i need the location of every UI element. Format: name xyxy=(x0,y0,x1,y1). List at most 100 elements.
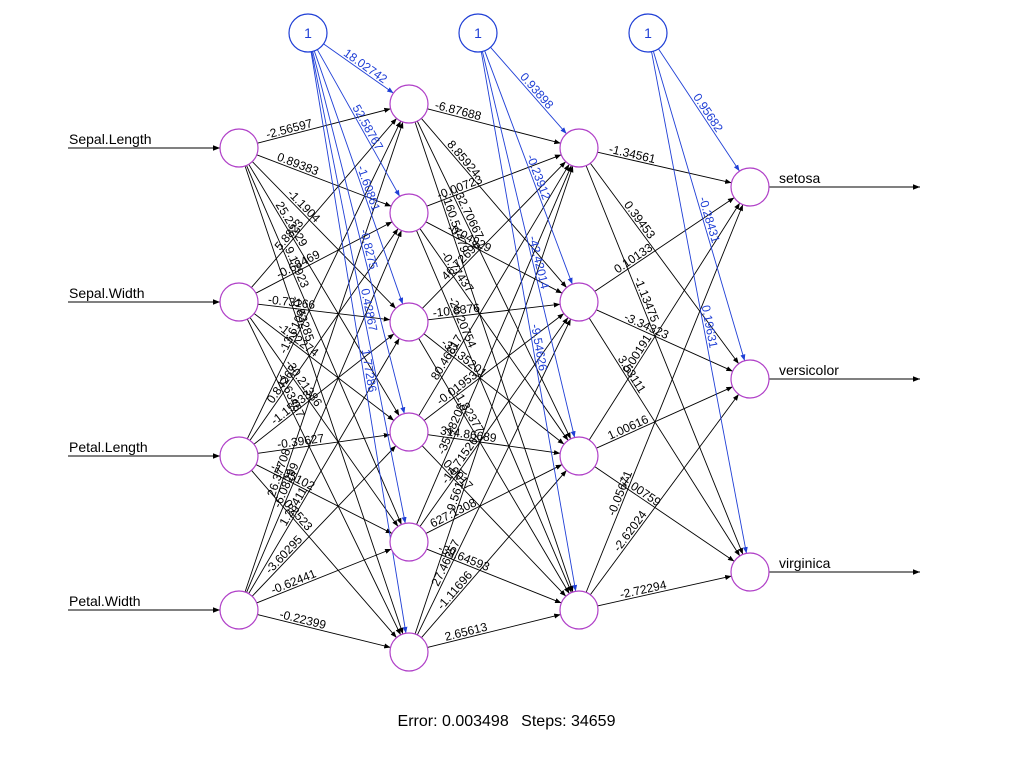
edge-h1n3-h2n2-line xyxy=(427,302,561,321)
edge-bias1-h1n5-weight-label: 0.42867 xyxy=(358,287,380,333)
edge-input4-h1n3-line xyxy=(248,338,400,594)
edge-h2n1-out1-line xyxy=(597,151,732,184)
edge-h1n6-h2n2-line xyxy=(416,318,572,636)
edge-h1n1-h2n2-line xyxy=(421,118,567,288)
edge-input4-h1n1-line xyxy=(244,121,404,593)
hidden1-node-3 xyxy=(389,302,429,342)
training-summary: Error: 0.003498 Steps: 34659 xyxy=(0,713,1013,731)
edge-bias3-out3-weight-label: 0.19631 xyxy=(699,304,721,350)
edge-h1n4-h2n4-line xyxy=(421,445,567,597)
hidden2-node-4 xyxy=(559,590,599,630)
edge-h1n1-h2n1-weight-label: -6.87688 xyxy=(434,98,484,124)
edge-bias2-h2n1-line xyxy=(490,46,567,135)
edge-input3-h1n3-line xyxy=(253,333,395,445)
edge-input3-h1n4-weight-label: -0.39627 xyxy=(276,431,325,452)
edge-h2n4-out3-line xyxy=(597,575,732,607)
edge-input3-h1n4-line xyxy=(257,433,391,454)
edge-h1n3-h2n4-line xyxy=(418,338,570,594)
output-node-1 xyxy=(730,167,770,207)
hidden2-node-1 xyxy=(559,128,599,168)
edge-input2-h1n4-line xyxy=(253,313,395,421)
edge-h2n3-out2-weight-label: 1.00616 xyxy=(605,412,651,443)
error-text: Error: 0.003498 xyxy=(397,713,509,730)
edge-input4-h1n4-line xyxy=(251,445,397,597)
bias-node-1 xyxy=(288,13,328,53)
edge-h1n1-h2n3-line xyxy=(416,120,572,440)
edge-h1n2-h2n2-line xyxy=(425,221,563,294)
edge-h1n5-h2n4-line xyxy=(426,548,562,604)
input-node-3 xyxy=(219,436,259,476)
edge-input1-h1n4-line xyxy=(248,164,400,416)
edge-input4-h1n4-weight-label: -3.60295 xyxy=(262,532,305,576)
edge-h2n2-out3-line xyxy=(588,317,741,557)
edge-h1n6-h2n4-line xyxy=(427,613,561,648)
edge-h2n4-out2-line xyxy=(589,394,740,595)
edge-input2-h1n1-line xyxy=(251,118,397,288)
edge-input3-h1n6-line xyxy=(251,470,397,638)
edge-bias1-h1n1-weight-label: 18.02742 xyxy=(341,46,390,86)
steps-text: Steps: 34659 xyxy=(521,713,616,730)
edge-bias3-out3-line xyxy=(651,51,748,554)
edge-input4-h1n2-line xyxy=(246,230,402,593)
edge-bias2-h2n4-weight-label: -9.54626 xyxy=(528,323,550,372)
edge-bias3-out2-line xyxy=(652,51,746,361)
output-label-1: setosa xyxy=(779,170,820,186)
edge-bias1-h1n3-line xyxy=(313,50,404,305)
edge-h1n3-h2n1-line xyxy=(421,161,567,309)
bias-node-1-label: 1 xyxy=(304,25,312,41)
output-node-2 xyxy=(730,359,770,399)
edge-input4-h1n6-weight-label: -0.22399 xyxy=(278,607,328,632)
edge-h2n1-out3-line xyxy=(585,165,744,555)
edge-input3-h1n2-line xyxy=(249,228,399,441)
edge-h1n5-h2n2-line xyxy=(419,317,569,527)
input-label-4: Petal.Width xyxy=(69,593,141,609)
edge-h2n1-out1-weight-label: -1.34561 xyxy=(608,142,658,166)
edge-h1n6-h2n4-weight-label: 2.65613 xyxy=(443,620,489,644)
edge-input4-h1n5-line xyxy=(256,548,392,604)
edge-h1n4-h2n3-line xyxy=(427,434,561,455)
output-label-3: virginica xyxy=(779,555,831,571)
edge-h1n6-h2n1-line xyxy=(414,165,574,635)
edge-input2-h1n3-weight-label: -0.73166 xyxy=(267,292,316,311)
bias-node-2-label: 1 xyxy=(474,25,482,41)
edge-input3-h1n1-line xyxy=(246,120,402,440)
edge-input2-h1n3-line xyxy=(257,303,391,322)
edge-bias1-h1n4-line xyxy=(312,51,406,414)
edge-bias2-h2n1-weight-label: 0.93898 xyxy=(517,70,556,112)
edge-h1n4-h2n2-line xyxy=(423,313,565,421)
input-label-3: Petal.Length xyxy=(69,439,148,455)
hidden1-node-4 xyxy=(389,412,429,452)
edge-input1-h1n1-weight-label: -2.56597 xyxy=(265,116,315,142)
input-label-2: Sepal.Width xyxy=(69,285,144,301)
edge-bias2-h2n4-line xyxy=(480,51,578,592)
output-node-3 xyxy=(730,552,770,592)
edge-h2n3-out2-line xyxy=(596,386,733,449)
edge-input2-h1n5-line xyxy=(249,317,399,527)
edge-h2n1-out2-weight-label: 0.39453 xyxy=(621,198,658,241)
hidden1-node-2 xyxy=(389,193,429,233)
hidden1-node-5 xyxy=(389,522,429,562)
edge-h1n5-h2n1-line xyxy=(416,165,572,525)
hidden1-node-1 xyxy=(389,84,429,124)
edge-input1-h1n1-line xyxy=(257,107,391,144)
edge-bias1-h1n4-weight-label: -0.8275 xyxy=(357,228,381,271)
edge-input3-h1n5-line xyxy=(255,464,393,534)
edge-h1n2-h2n4-line xyxy=(416,230,572,593)
hidden2-node-3 xyxy=(559,436,599,476)
edge-h2n1-out2-line xyxy=(589,163,740,364)
hidden1-node-6 xyxy=(389,632,429,672)
edge-input1-h1n6-line xyxy=(244,165,404,635)
edge-h2n4-out1-weight-label: -0.05671 xyxy=(604,468,635,517)
edge-h2n3-out1-line xyxy=(588,202,741,441)
edge-bias1-h1n2-weight-label: 52.58767 xyxy=(349,102,386,153)
edge-bias1-h1n6-line xyxy=(310,51,408,634)
edge-h2n3-out3-line xyxy=(594,466,735,562)
edge-bias3-out1-weight-label: 0.95682 xyxy=(690,91,726,135)
bias-node-2 xyxy=(458,13,498,53)
edge-h1n2-h2n1-line xyxy=(426,154,562,207)
edge-bias3-out2-weight-label: -0.28431 xyxy=(696,195,723,245)
edge-input1-h1n5-line xyxy=(246,165,402,525)
edge-bias1-h1n6-weight-label: 1.77286 xyxy=(359,348,380,393)
input-label-1: Sepal.Length xyxy=(69,131,152,147)
